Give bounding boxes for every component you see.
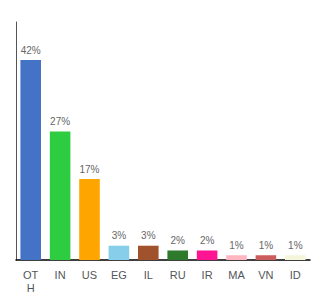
svg-text:17%: 17%	[79, 164, 99, 175]
svg-text:US: US	[82, 269, 97, 281]
svg-text:2%: 2%	[200, 235, 215, 246]
svg-text:IL: IL	[144, 269, 153, 281]
svg-text:3%: 3%	[112, 230, 127, 241]
svg-text:3%: 3%	[141, 230, 156, 241]
svg-text:IN: IN	[55, 269, 66, 281]
svg-text:1%: 1%	[229, 240, 244, 251]
svg-text:MA: MA	[228, 269, 245, 281]
svg-text:1%: 1%	[288, 240, 303, 251]
svg-text:VN: VN	[258, 269, 273, 281]
svg-text:ID: ID	[290, 269, 301, 281]
svg-text:42%: 42%	[21, 45, 41, 56]
svg-text:H: H	[27, 282, 35, 294]
svg-text:IR: IR	[202, 269, 213, 281]
svg-text:EG: EG	[111, 269, 127, 281]
svg-text:OT: OT	[23, 269, 39, 281]
svg-text:1%: 1%	[259, 240, 274, 251]
svg-text:27%: 27%	[50, 116, 70, 127]
svg-text:2%: 2%	[170, 235, 185, 246]
svg-text:RU: RU	[170, 269, 186, 281]
